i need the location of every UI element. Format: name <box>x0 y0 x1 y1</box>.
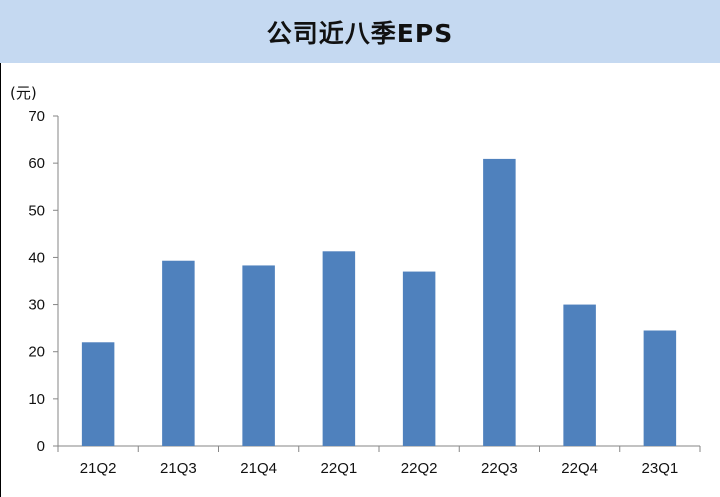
x-tick-label: 22Q2 <box>401 460 438 477</box>
y-tick-label: 30 <box>28 297 45 314</box>
x-tick-labels: 21Q2 21Q3 21Q4 22Q1 22Q2 22Q3 22Q4 23Q1 <box>80 460 678 477</box>
bar-21Q2 <box>81 342 115 446</box>
y-tick-label: 20 <box>28 344 45 361</box>
x-tick-label: 23Q1 <box>642 460 679 477</box>
y-unit-label: (元) <box>10 84 37 102</box>
title-bar: 公司近八季EPS <box>0 0 720 63</box>
y-tick-label: 0 <box>37 438 45 455</box>
y-tick-label: 40 <box>28 249 45 266</box>
bar-23Q1 <box>643 330 677 446</box>
y-tick-label: 10 <box>28 391 45 408</box>
chart-title: 公司近八季EPS <box>266 18 454 48</box>
y-tick-labels: 0 10 20 30 40 50 60 70 <box>28 108 45 455</box>
bar-21Q3 <box>162 260 195 446</box>
bar-22Q1 <box>322 251 356 446</box>
y-tick-label: 70 <box>28 108 45 125</box>
bar-21Q4 <box>242 265 275 446</box>
frame-left-border <box>0 63 1 497</box>
x-tick-label: 21Q2 <box>80 460 117 477</box>
bar-22Q3 <box>483 158 516 446</box>
x-tick-label: 22Q4 <box>561 460 598 477</box>
bar-22Q2 <box>402 271 436 446</box>
axes <box>53 115 701 452</box>
y-tick-label: 60 <box>28 155 45 172</box>
x-tick-label: 22Q3 <box>481 460 518 477</box>
x-tick-label: 22Q1 <box>321 460 358 477</box>
x-tick-label: 21Q4 <box>240 460 277 477</box>
bars <box>81 158 677 446</box>
x-tick-label: 21Q3 <box>160 460 197 477</box>
bar-22Q4 <box>563 304 596 446</box>
y-tick-label: 50 <box>28 202 45 219</box>
